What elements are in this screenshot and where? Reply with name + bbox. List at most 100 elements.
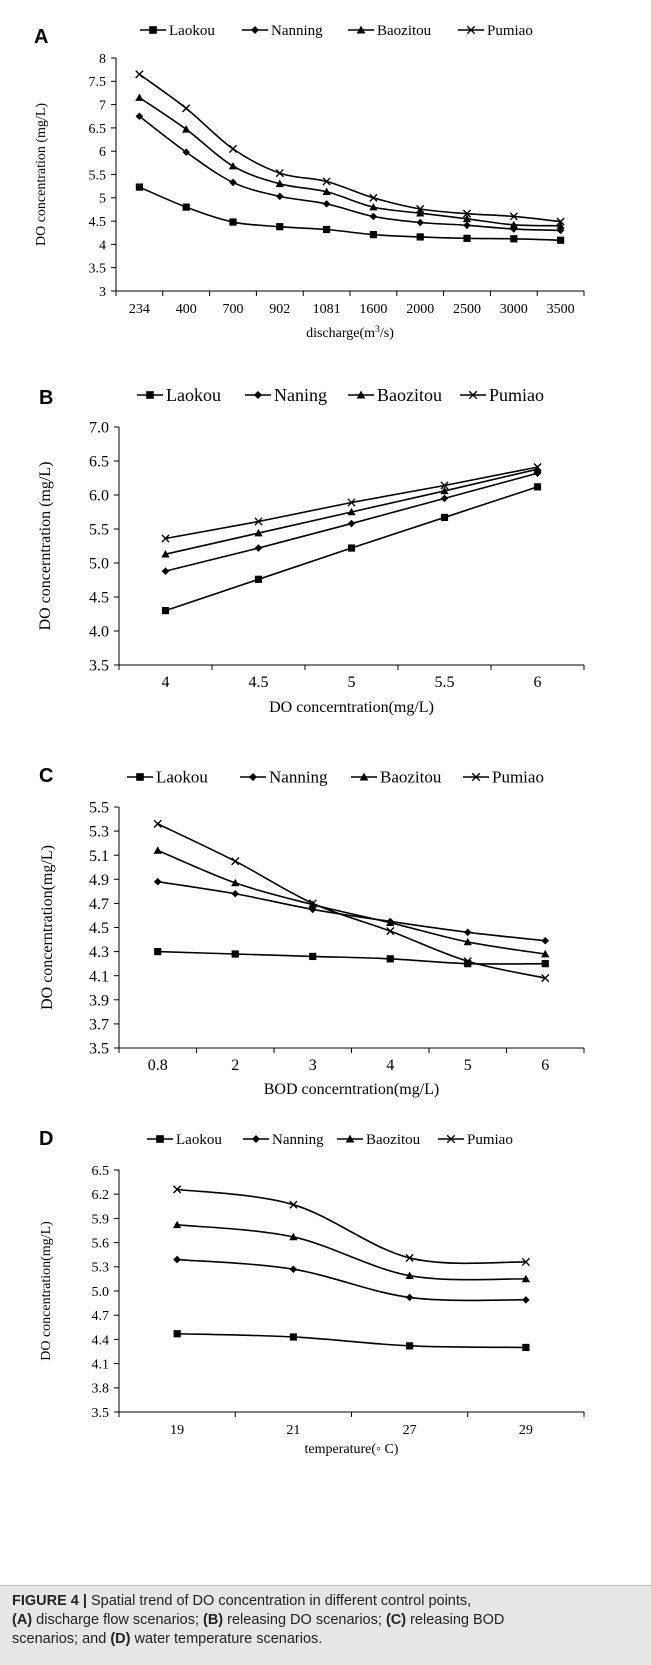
data-point-nanning (541, 936, 550, 945)
legend-marker-baozitou (356, 390, 366, 399)
data-point-laokou (533, 483, 542, 491)
y-tick-label: 7 (99, 99, 106, 114)
data-point-baozitou (347, 507, 356, 516)
legend-label: Laokou (166, 385, 221, 405)
data-point-nanning (229, 178, 237, 187)
y-tick-label: 4.0 (89, 624, 109, 641)
series-line-laokou (177, 1332, 526, 1349)
data-point-pumiao (228, 144, 238, 153)
y-tick-label: 4 (99, 238, 106, 253)
y-tick-label: 5.3 (92, 1261, 110, 1276)
data-point-baozitou (172, 1220, 182, 1229)
data-point-nanning (416, 218, 424, 227)
x-axis-title: BOD concerntration(mg/L) (264, 1081, 440, 1098)
y-axis-title: DO concentration (mg/L) (34, 103, 49, 246)
panel-c-chart: C 3.5 3.7 3.9 4.1 4.3 4.5 4.7 4.9 5.1 5.3 5.5 0.8 2 3 4… (39, 765, 585, 1098)
legend-marker-pumiao (471, 772, 481, 782)
legend-label: Laokou (176, 1132, 222, 1148)
x-tick-label: 19 (170, 1423, 184, 1438)
x-tick-label: 2500 (453, 302, 481, 317)
panel-label: D (39, 1128, 53, 1150)
data-point-baozitou (405, 1271, 414, 1279)
data-point-laokou (276, 223, 284, 231)
panel-b-chart: B 3.5 4.0 4.5 5.0 5.5 6.0 6.5 7.0 4 4.5 5 5.5 6 DO con… (37, 385, 585, 716)
series-line-laokou (157, 950, 546, 965)
data-point-baozitou (386, 918, 395, 926)
panel-d-chart: D 3.5 3.8 4.1 4.4 4.7 5.0 5.3 5.6 5.9 6.2 6.5 19 21 27… (39, 1128, 585, 1457)
x-tick-label: 29 (519, 1423, 533, 1438)
caption-line1: Spatial trend of DO concentration in dif… (86, 1593, 472, 1609)
data-point-baozitou (322, 187, 331, 196)
series-line-pumiao (157, 823, 546, 979)
y-tick-label: 4.3 (89, 944, 109, 961)
legend-marker-naning (254, 391, 262, 399)
data-point-baozitou (521, 1274, 531, 1283)
data-point-laokou (154, 948, 162, 956)
y-tick-label: 5.0 (92, 1285, 110, 1300)
series-line-nanning (157, 880, 546, 942)
x-axis-title: discharge(m3/s) (306, 324, 394, 342)
y-tick-label: 4.5 (89, 920, 109, 937)
data-point-pumiao (322, 177, 331, 186)
caption-b-text: releasing DO scenarios; (223, 1612, 386, 1628)
data-point-laokou (229, 218, 237, 226)
data-point-pumiao (463, 957, 472, 966)
y-tick-label: 4.7 (89, 896, 109, 913)
data-point-laokou (416, 233, 424, 241)
x-tick-label: 4.5 (249, 674, 269, 691)
data-point-baozitou (182, 125, 191, 133)
data-point-laokou (254, 575, 263, 583)
x-axis-title: DO concerntration(mg/L) (269, 699, 434, 716)
y-tick-label: 4.5 (89, 590, 109, 607)
data-point-laokou (161, 607, 170, 615)
x-tick-label: 3000 (500, 302, 528, 317)
data-point-nanning (369, 212, 378, 221)
data-point-baozitou (228, 161, 238, 170)
data-point-pumiao (533, 463, 542, 472)
y-tick-label: 4.1 (92, 1358, 110, 1373)
data-point-pumiao (173, 1185, 182, 1194)
data-point-baozitou (153, 846, 162, 854)
data-point-nanning (231, 889, 240, 898)
y-tick-label: 6.2 (92, 1188, 110, 1203)
legend-label: Baozitou (380, 768, 442, 787)
data-point-pumiao (135, 70, 144, 79)
series-line-baozitou (177, 1224, 526, 1281)
data-point-pumiao (405, 1253, 414, 1263)
data-point-naning (440, 494, 449, 503)
legend-label: Nanning (272, 1132, 324, 1148)
caption-figure-label: FIGURE 4 | (12, 1593, 87, 1609)
data-point-pumiao (308, 899, 317, 908)
x-tick-label: 1600 (359, 302, 387, 317)
data-point-naning (533, 469, 542, 478)
data-point-pumiao (289, 1200, 298, 1209)
data-point-naning (347, 519, 356, 528)
x-tick-label: 3 (309, 1057, 317, 1074)
x-tick-label: 700 (223, 302, 244, 317)
data-point-baozitou (533, 465, 542, 473)
data-point-baozitou (556, 221, 565, 230)
data-point-pumiao (347, 498, 356, 507)
y-tick-label: 5.5 (89, 522, 109, 539)
series-line-pumiao (138, 73, 561, 223)
y-axis-title: DO concerntration(mg/L) (39, 845, 56, 1010)
x-tick-label: 5 (348, 674, 356, 691)
caption-line3: scenarios; and (12, 1631, 111, 1647)
y-tick-label: 3.5 (92, 1406, 110, 1421)
data-point-pumiao (161, 534, 170, 543)
data-point-nanning (276, 192, 284, 201)
y-tick-label: 3.8 (92, 1382, 110, 1397)
data-point-nanning (463, 928, 472, 937)
x-tick-label: 3500 (547, 302, 575, 317)
data-point-nanning (522, 1296, 530, 1304)
x-tick-label: 21 (286, 1423, 300, 1438)
caption-b-label: (B) (203, 1612, 224, 1628)
panel-a-chart: A 3 3.5 4 4.5 5 5.5 6 6.5 7 7.5 8 234 400 700 902 1081 16… (34, 23, 585, 342)
y-tick-label: 6.0 (89, 488, 109, 505)
data-point-laokou (463, 234, 471, 242)
series-line-baozitou (138, 96, 561, 227)
y-tick-label: 5.5 (89, 168, 107, 183)
legend-label: Pumiao (489, 385, 544, 405)
x-tick-label: 902 (269, 302, 290, 317)
data-point-baozitou (463, 937, 472, 946)
